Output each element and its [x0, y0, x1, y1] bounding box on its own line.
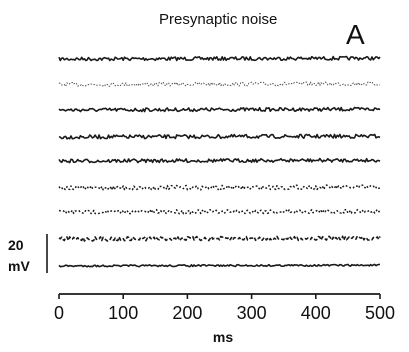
- trace-6: [58, 184, 381, 191]
- trace-7: [58, 208, 381, 215]
- trace-2: [58, 81, 381, 87]
- trace-8: [58, 235, 381, 242]
- trace-1: [58, 55, 381, 62]
- trace-4: [58, 133, 381, 140]
- x-tick-label-100: 100: [108, 303, 138, 323]
- scale-bar: 20 mV: [8, 234, 48, 274]
- chart-title: Presynaptic noise: [159, 11, 277, 28]
- x-axis: 0 100 200 300 400 500: [54, 293, 395, 323]
- trace-9: [58, 263, 381, 268]
- scale-bar-value: 20: [8, 237, 24, 253]
- x-tick-label-400: 400: [301, 303, 331, 323]
- scale-bar-unit: mV: [8, 258, 30, 274]
- trace-3: [58, 106, 381, 113]
- x-tick-label-500: 500: [365, 303, 395, 323]
- trace-5: [58, 157, 381, 164]
- panel-label: A: [346, 19, 365, 50]
- trace-group: [58, 55, 381, 268]
- x-axis-label: ms: [213, 329, 233, 345]
- x-tick-label-200: 200: [172, 303, 202, 323]
- x-tick-label-300: 300: [237, 303, 267, 323]
- x-tick-label-0: 0: [54, 303, 64, 323]
